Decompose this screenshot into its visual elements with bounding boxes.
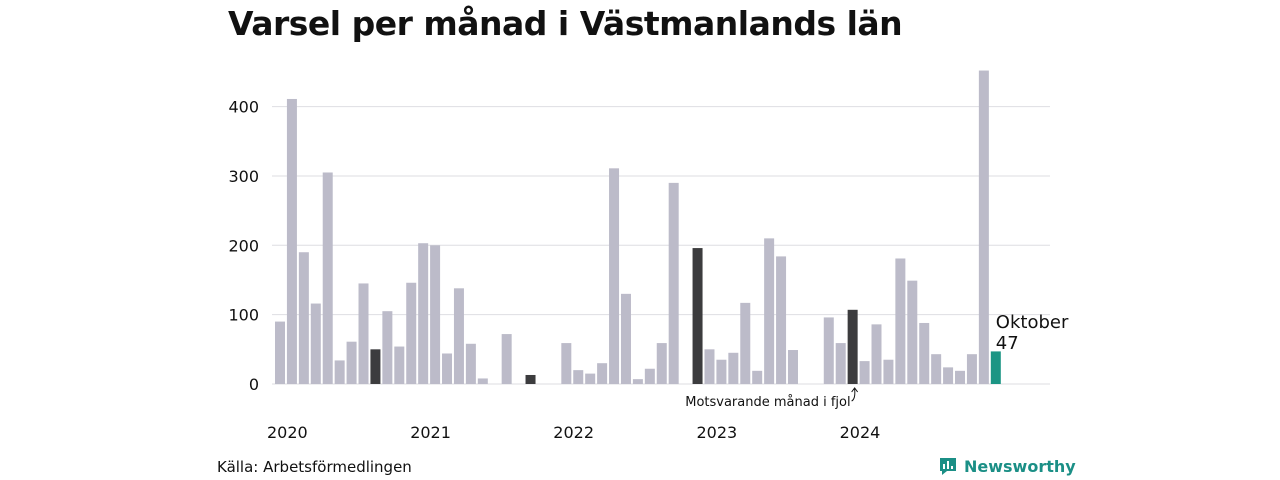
bar[interactable] [835,343,846,384]
bar[interactable] [632,379,643,384]
bar[interactable] [943,367,954,384]
bar[interactable] [322,172,333,384]
bar[interactable] [298,252,309,384]
bar[interactable] [620,293,631,385]
bar[interactable] [644,368,655,384]
bar[interactable] [465,343,476,384]
bar[interactable] [358,283,369,384]
bar[interactable] [931,354,942,384]
x-axis-ticks: 2020 2021 2022 2023 2024 [267,423,880,442]
bar[interactable] [668,182,679,384]
bar[interactable] [573,370,584,384]
bar[interactable] [895,258,906,384]
bar[interactable] [561,343,572,384]
current-month-value: 47 [996,333,1019,354]
y-tick-label: 0 [249,375,259,394]
x-tick-label: 2020 [267,423,308,442]
brand-name: Newsworthy [964,457,1076,476]
bar[interactable] [418,243,429,384]
bar[interactable] [370,349,381,384]
bar[interactable] [847,309,858,384]
bar[interactable] [585,373,596,384]
chart-title: Varsel per månad i Västmanlands län [228,4,903,43]
bar[interactable] [442,353,453,384]
bar[interactable] [704,349,715,384]
bar[interactable] [823,317,834,384]
bar[interactable] [609,168,620,384]
bars [275,70,1001,385]
bar[interactable] [692,248,703,384]
annotations: Oktober 47 Motsvarande månad i fjol [685,312,1069,410]
bar[interactable] [955,370,966,384]
bar[interactable] [656,343,667,384]
bar[interactable] [752,370,763,384]
brand-logo[interactable]: Newsworthy [938,456,1076,477]
y-tick-label: 200 [228,236,259,255]
bar[interactable] [394,346,405,384]
y-tick-label: 300 [228,167,259,186]
bar[interactable] [453,288,464,384]
x-tick-label: 2021 [410,423,451,442]
bar[interactable] [728,352,739,384]
current-month-label: Oktober [996,312,1069,333]
bar[interactable] [275,321,285,384]
y-tick-label: 400 [228,98,259,117]
x-tick-label: 2022 [553,423,594,442]
bar[interactable] [978,70,989,384]
newsworthy-logo-icon [940,458,956,475]
y-axis-ticks: 0 100 200 300 400 [228,98,259,394]
bar[interactable] [787,350,798,384]
annotation-arrow [851,387,859,402]
bar[interactable] [966,354,977,384]
same-month-last-year-note: Motsvarande månad i fjol [685,395,850,410]
bar[interactable] [907,280,918,384]
bar[interactable] [334,360,345,384]
y-tick-label: 100 [228,306,259,325]
bar[interactable] [597,363,608,384]
bar[interactable] [382,311,393,384]
bar[interactable] [525,374,536,384]
bar[interactable] [477,378,488,384]
bar[interactable] [871,324,882,384]
source-note: Källa: Arbetsförmedlingen [217,458,412,476]
bar[interactable] [990,351,1001,384]
bar[interactable] [764,238,775,384]
bar[interactable] [286,98,297,384]
bar[interactable] [776,256,787,384]
bar[interactable] [859,361,870,384]
bar[interactable] [716,359,727,384]
x-tick-label: 2023 [697,423,738,442]
x-tick-label: 2024 [840,423,881,442]
bar[interactable] [346,341,357,384]
bar[interactable] [406,282,417,384]
bar[interactable] [430,245,441,384]
bar[interactable] [919,322,930,384]
bar[interactable] [310,303,321,384]
bar[interactable] [501,334,512,384]
bar[interactable] [740,302,751,384]
bar[interactable] [883,359,894,384]
